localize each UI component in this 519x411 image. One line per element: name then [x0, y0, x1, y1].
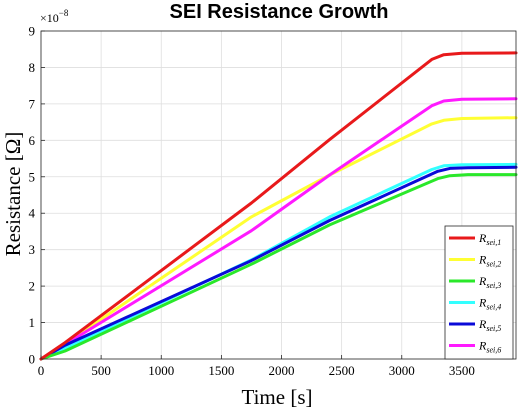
legend-entry-subscript: sei,6: [486, 346, 501, 355]
y-tick-label: 8: [29, 60, 36, 75]
plot-area-frame: [40, 30, 517, 360]
y-tick-label: 9: [29, 24, 36, 39]
legend-entry-subscript: sei,2: [486, 260, 501, 269]
series-line-2: [39, 116, 518, 361]
legend-entry-subscript: sei,4: [486, 303, 501, 312]
legend-entry-main: R: [478, 339, 487, 353]
legend-entry-main: R: [478, 253, 487, 267]
legend-box: [444, 225, 514, 360]
x-axis-label: Time [s]: [242, 385, 313, 409]
y-tick-label: 7: [29, 96, 36, 111]
y-exponent-label: ×10−8: [40, 8, 69, 25]
x-tick-label: 500: [91, 363, 111, 378]
legend-entry-4: Rsei,4: [478, 296, 501, 312]
legend-entry-main: R: [478, 231, 487, 245]
x-tick-label: 2500: [329, 363, 355, 378]
y-exponent-power: −8: [59, 8, 69, 18]
legend-entry-5: Rsei,5: [478, 317, 501, 333]
y-tick-label: 3: [29, 242, 36, 257]
legend-entry-2: Rsei,2: [478, 253, 501, 269]
series-line-3: [39, 173, 518, 361]
y-tick-label: 6: [29, 133, 36, 148]
x-tick-label: 0: [38, 363, 45, 378]
series-line-6: [39, 97, 518, 361]
x-tick-label: 2000: [269, 363, 295, 378]
series-lines: [39, 51, 518, 361]
y-axis-label: Resistance [Ω]: [1, 132, 25, 257]
series-line-1: [39, 51, 518, 361]
legend-entry-main: R: [478, 296, 487, 310]
y-tick-label: 5: [29, 169, 36, 184]
legend-entry-subscript: sei,1: [486, 238, 501, 247]
legend-entry-6: Rsei,6: [478, 339, 501, 355]
y-tick-label: 0: [29, 352, 36, 367]
legend-entry-subscript: sei,3: [486, 281, 501, 290]
legend-entry-3: Rsei,3: [478, 274, 501, 290]
x-tick-label: 1500: [208, 363, 234, 378]
series-line-4: [39, 162, 518, 361]
x-tick-label: 1000: [148, 363, 174, 378]
y-exponent-base: ×10: [40, 11, 59, 25]
legend-entry-1: Rsei,1: [478, 231, 501, 247]
x-tick-label: 3000: [389, 363, 415, 378]
axis-ticks: 0 500 1000 1500 2000 2500 3000 3500 0 1 2 3 4 5 6 7 8 9: [29, 24, 475, 379]
y-tick-label: 2: [29, 279, 36, 294]
y-tick-label: 1: [29, 315, 36, 330]
legend-entry-main: R: [478, 274, 487, 288]
y-tick-label: 4: [29, 206, 36, 221]
legend-entry-main: R: [478, 317, 487, 331]
series-line-5: [39, 165, 518, 361]
legend-entry-subscript: sei,5: [486, 324, 501, 333]
chart-title: SEI Resistance Growth: [170, 1, 389, 23]
svg-text:×10−8: ×10−8: [40, 8, 69, 25]
x-tick-label: 3500: [449, 363, 475, 378]
